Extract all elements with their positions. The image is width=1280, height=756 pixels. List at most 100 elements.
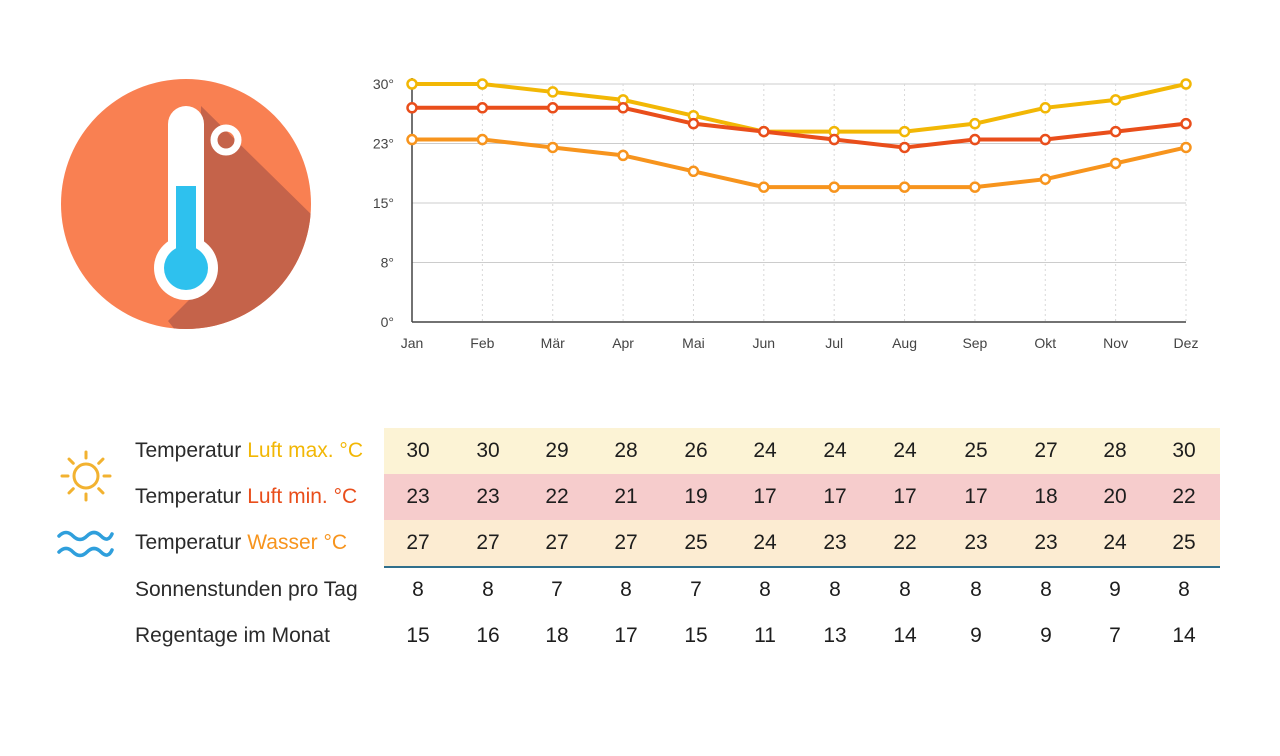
chart-grid <box>411 83 1187 322</box>
row-background <box>384 520 1220 566</box>
x-tick-label: Nov <box>1103 335 1128 351</box>
row-label-highlight: Wasser °C <box>247 531 348 554</box>
y-tick-label: 23° <box>373 136 394 152</box>
data-point-luft_max <box>476 78 489 90</box>
data-point-luft_min <box>617 149 629 162</box>
table-cell: 17 <box>893 485 917 508</box>
table-cell: 8 <box>829 578 841 601</box>
data-point-luft_max <box>1180 78 1192 90</box>
row-label: Temperatur Luft min. °C <box>135 474 357 520</box>
row-label-text: Regentage im Monat <box>135 624 330 647</box>
x-tick-label: Apr <box>612 335 634 351</box>
table-cell: 24 <box>823 439 847 462</box>
data-point-wasser <box>758 125 770 138</box>
data-point-luft_min <box>758 181 770 193</box>
table-cell: 9 <box>970 624 982 647</box>
data-point-wasser <box>1109 125 1122 138</box>
table-divider <box>384 566 1220 568</box>
series-line-luft_max <box>410 82 1188 134</box>
table-cell: 8 <box>482 578 494 601</box>
table-cell: 18 <box>545 624 569 647</box>
data-point-wasser <box>898 141 911 154</box>
x-tick-label: Jun <box>753 335 776 351</box>
table-cell: 28 <box>614 439 638 462</box>
data-point-luft_max <box>1039 102 1052 114</box>
table-cell: 20 <box>1103 485 1127 508</box>
data-point-luft_min <box>1180 141 1192 154</box>
sun-icon <box>56 446 116 511</box>
table-cell: 29 <box>545 439 569 462</box>
x-tick-label: Aug <box>892 335 917 351</box>
row-label: Temperatur Luft max. °C <box>135 428 363 474</box>
table-cell: 23 <box>476 485 500 508</box>
row-background <box>384 474 1220 520</box>
table-cell: 25 <box>964 439 988 462</box>
data-point-luft_max <box>969 117 981 130</box>
data-point-luft_min <box>1039 173 1052 185</box>
series-line-wasser <box>410 105 1188 150</box>
data-point-wasser <box>828 133 840 146</box>
degree-symbol-icon <box>210 124 242 156</box>
table-cell: 8 <box>412 578 424 601</box>
row-label-highlight: Luft min. °C <box>247 485 358 508</box>
data-point-luft_min <box>687 165 700 178</box>
table-cell: 15 <box>684 624 708 647</box>
row-label-text: Sonnenstunden pro Tag <box>135 578 358 601</box>
data-point-wasser <box>1039 133 1052 146</box>
x-tick-label: Sep <box>962 335 987 351</box>
data-point-luft_min <box>406 133 418 146</box>
y-tick-label: 0° <box>381 314 394 330</box>
table-cell: 21 <box>614 485 638 508</box>
data-point-luft_min <box>476 133 489 146</box>
table-cell: 23 <box>964 531 988 554</box>
x-tick-label: Mai <box>682 335 705 351</box>
chart-series <box>406 78 1192 193</box>
y-tick-label: 30° <box>373 76 394 92</box>
table-cell: 16 <box>476 624 500 647</box>
y-tick-label: 15° <box>373 195 394 211</box>
table-row-wasser: Temperatur Wasser °C 27 27 27 27 25 24 23 22 23 23 2… <box>0 520 1280 566</box>
row-label: Regentage im Monat <box>135 613 330 659</box>
row-label: Sonnenstunden pro Tag <box>135 567 358 613</box>
x-tick-label: Dez <box>1174 335 1199 351</box>
data-point-luft_min <box>969 181 981 193</box>
table-cell: 27 <box>614 531 638 554</box>
thermometer-bulb-fill <box>164 246 208 290</box>
table-cell: 26 <box>684 439 708 462</box>
data-point-luft_min <box>546 141 559 154</box>
table-cell: 30 <box>1172 439 1196 462</box>
table-row-sonne: Sonnenstunden pro Tag 8 8 7 8 7 8 8 8 8 8 9 8 <box>0 567 1280 613</box>
table-cell: 27 <box>1034 439 1058 462</box>
row-label-text: Temperatur <box>135 485 242 508</box>
data-point-wasser <box>406 102 418 114</box>
table-cell: 22 <box>1172 485 1196 508</box>
data-point-luft_max <box>546 86 559 98</box>
data-point-luft_max <box>1109 94 1122 106</box>
data-point-wasser <box>617 102 629 114</box>
data-point-luft_max <box>898 125 911 138</box>
x-tick-label: Jul <box>825 335 843 351</box>
table-cell: 18 <box>1034 485 1058 508</box>
row-label-highlight: Luft max. °C <box>247 439 363 462</box>
table-cell: 22 <box>545 485 569 508</box>
data-point-wasser <box>546 102 559 114</box>
table-cell: 30 <box>406 439 430 462</box>
table-cell: 23 <box>823 531 847 554</box>
table-cell: 7 <box>551 578 563 601</box>
table-cell: 14 <box>1172 624 1196 647</box>
x-tick-label: Okt <box>1034 335 1056 351</box>
table-cell: 8 <box>899 578 911 601</box>
table-cell: 24 <box>893 439 917 462</box>
data-point-wasser <box>969 133 981 146</box>
waves-icon <box>56 526 116 567</box>
x-tick-label: Jan <box>401 335 424 351</box>
y-tick-label: 8° <box>381 255 394 271</box>
data-point-wasser <box>687 117 700 130</box>
table-cell: 17 <box>964 485 988 508</box>
row-label: Temperatur Wasser °C <box>135 520 347 566</box>
table-cell: 7 <box>690 578 702 601</box>
table-row-luft_max: Temperatur Luft max. °C 30 30 29 28 26 24 24 24 25… <box>0 428 1280 474</box>
row-label-text: Temperatur <box>135 531 242 554</box>
table-cell: 24 <box>753 531 777 554</box>
table-cell: 9 <box>1040 624 1052 647</box>
